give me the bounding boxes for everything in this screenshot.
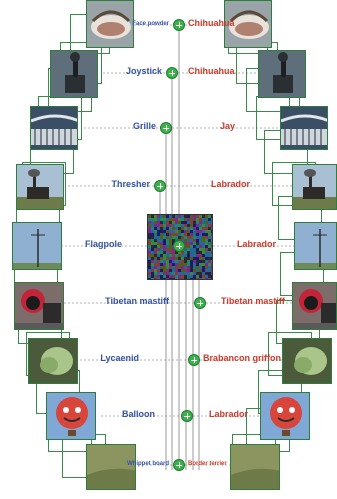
adversarial-noise-image (147, 214, 213, 280)
whippet-board-image-right (230, 444, 280, 490)
node-plus-icon (173, 19, 185, 31)
right-label-row-1: Chihuahua (188, 18, 235, 28)
left-label-row-5: Flagpole (84, 239, 122, 249)
noise-pattern (148, 215, 212, 279)
node-plus-icon (154, 180, 166, 192)
flagpole-image (12, 222, 62, 270)
right-label-row-6: Tibetan mastiff (221, 296, 285, 306)
node-plus-icon (173, 459, 185, 471)
grille-image (30, 106, 78, 150)
grille-image-right (280, 106, 328, 150)
tibetan-mastiff-image-right (292, 282, 337, 330)
lycaenid-image (28, 338, 78, 384)
right-label-row-5: Labrador (237, 239, 277, 249)
face-powder-image (86, 0, 134, 48)
tibetan-mastiff-image (14, 282, 64, 330)
right-label-row-9: Border terrier (188, 461, 227, 467)
node-plus-icon (173, 240, 185, 252)
right-label-row-2: Chihuahua (188, 66, 235, 76)
left-label-row-8: Balloon (122, 409, 155, 419)
joystick-image (50, 50, 98, 98)
left-label-row-1: Face powder (132, 21, 169, 27)
node-plus-icon (166, 67, 178, 79)
whippet-board-image (86, 444, 136, 490)
right-label-row-8: Labrador (209, 409, 249, 419)
right-label-row-7: Brabancon griffon (203, 353, 281, 363)
right-label-row-4: Labrador (211, 179, 251, 189)
left-label-row-6: Tibetan mastiff (105, 296, 169, 306)
node-plus-icon (188, 354, 200, 366)
left-label-row-7: Lycaenid (100, 353, 139, 363)
left-label-row-4: Thresher (111, 179, 150, 189)
left-label-row-9: Whippet board (127, 461, 169, 467)
flagpole-image-right (294, 222, 337, 270)
node-plus-icon (194, 297, 206, 309)
balloon-image (46, 392, 96, 440)
node-plus-icon (181, 410, 193, 422)
joystick-image-right (258, 50, 306, 98)
face-powder-image-right (224, 0, 272, 48)
left-label-row-3: Grille (132, 121, 156, 131)
left-label-row-2: Joystick (125, 66, 162, 76)
balloon-image-right (260, 392, 310, 440)
thresher-image-right (292, 164, 337, 210)
right-label-row-3: Jay (220, 121, 236, 131)
node-plus-icon (160, 122, 172, 134)
thresher-image (16, 164, 64, 210)
lycaenid-image-right (282, 338, 332, 384)
dotted-connectors (37, 24, 300, 466)
